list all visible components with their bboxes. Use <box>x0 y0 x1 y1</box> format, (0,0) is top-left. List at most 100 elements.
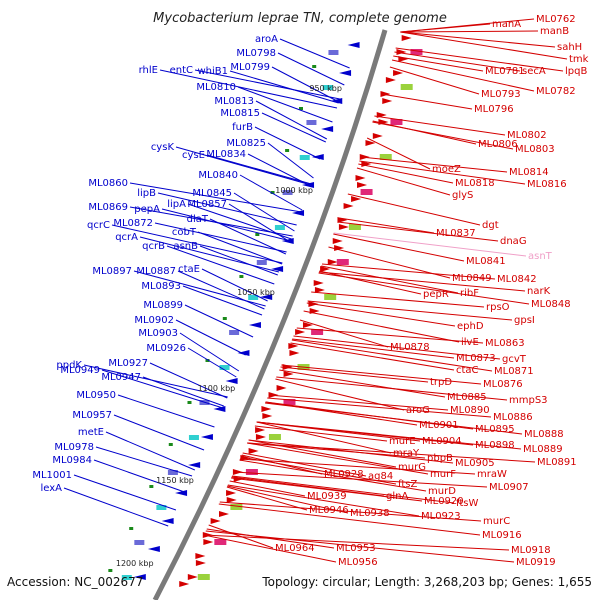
leader-line <box>400 30 539 33</box>
gene-label-left: ML1001 <box>32 470 72 481</box>
gc-mark <box>270 191 275 194</box>
leader-lines <box>63 18 568 563</box>
forward-feature-arrow <box>195 560 206 566</box>
gene-label-left: cobT <box>172 227 197 238</box>
leader-line <box>360 156 508 173</box>
leader-line <box>328 246 451 279</box>
scale-tick-label: 1100 kbp <box>198 384 236 393</box>
leader-line <box>356 167 451 196</box>
leader-line <box>233 192 295 232</box>
reverse-feature-arrow <box>237 350 250 356</box>
gc-mark <box>108 569 113 572</box>
leader-line <box>319 270 422 295</box>
gene-label-right: ML0964 <box>275 543 315 554</box>
forward-feature-arrow <box>179 581 190 587</box>
gc-mark <box>205 359 210 362</box>
gene-label-right: ML0816 <box>527 179 567 190</box>
gene-label-left: qcrA <box>115 232 138 243</box>
forward-feature-arrow <box>195 553 206 559</box>
gene-label-right: pbpB <box>427 453 453 464</box>
hit-box <box>328 50 339 55</box>
gene-label-right: murE <box>389 436 416 447</box>
gene-label-right: ML0939 <box>307 491 347 502</box>
reverse-feature-arrow <box>281 238 294 244</box>
leader-line <box>231 475 455 504</box>
leader-line <box>247 153 311 187</box>
leader-line <box>117 394 215 428</box>
leader-line <box>333 232 527 257</box>
gene-label-right: lpqB <box>565 66 587 77</box>
gc-mark <box>285 149 290 152</box>
leader-line <box>218 503 481 536</box>
gene-label-right: ML0885 <box>447 392 487 403</box>
leader-line <box>400 31 556 48</box>
forward-feature-arrow <box>288 343 299 349</box>
scale-tick-label: 950 kbp <box>309 84 342 93</box>
leader-line <box>389 66 480 95</box>
reverse-feature-arrow <box>147 546 160 552</box>
accession-label: Accession: NC_002677 <box>7 575 143 589</box>
reverse-feature-arrow <box>248 322 261 328</box>
gene-label-left: asnB <box>173 241 198 252</box>
gene-label-left: ML0957 <box>72 410 112 421</box>
gene-label-right: ML0919 <box>516 557 556 568</box>
forward-feature-arrow <box>351 196 362 202</box>
leader-line <box>129 182 302 213</box>
gene-label-left: ML0825 <box>226 138 266 149</box>
gene-label-right: ML0849 <box>452 273 492 284</box>
forward-feature-arrow <box>302 322 313 328</box>
hit-box <box>248 295 259 300</box>
leader-line <box>318 271 526 292</box>
hit-box <box>167 470 178 475</box>
forward-feature-arrow <box>255 427 266 433</box>
scale-ticks: 950 kbp 1000 kbp 1050 kbp 1100 kbp 1150 kbp 1… <box>116 84 342 568</box>
leader-line <box>400 23 491 33</box>
gene-label-left: ML0860 <box>88 178 128 189</box>
reverse-feature-arrow <box>321 126 334 132</box>
forward-feature-arrow <box>261 406 272 412</box>
gene-label-left: ML0950 <box>76 390 116 401</box>
forward-feature-arrow <box>210 518 221 524</box>
gene-label-right: ML0928 <box>324 469 364 480</box>
forward-feature-arrow <box>365 140 376 146</box>
leader-line <box>184 304 254 338</box>
scale-tick-label: 1050 kbp <box>237 288 275 297</box>
gene-label-right: murG <box>398 462 426 473</box>
leader-line <box>101 369 224 409</box>
leader-line <box>311 291 485 308</box>
forward-feature-arrow <box>372 133 383 139</box>
reverse-feature-arrow <box>339 70 352 76</box>
gene-label-left: lipB <box>137 188 156 199</box>
leader-line <box>333 233 465 262</box>
gene-label-left: cysE <box>182 150 205 161</box>
gene-label-left: ML0902 <box>134 315 174 326</box>
gc-mark <box>187 401 192 404</box>
gene-label-right: dgt <box>482 220 499 231</box>
gene-label-right: ML0762 <box>536 14 576 25</box>
gene-label-right: mmpS3 <box>509 395 548 406</box>
reverse-feature-arrow <box>133 574 146 580</box>
leader-line <box>208 524 274 549</box>
gene-label-right: trpD <box>430 377 452 388</box>
leader-line <box>231 476 385 497</box>
gene-label-right: gpsI <box>514 315 535 326</box>
leader-line <box>159 69 338 109</box>
reverse-feature-arrow <box>311 154 324 160</box>
gene-label-left: lexA <box>40 483 62 494</box>
hit-box <box>121 575 132 580</box>
forward-feature-arrow <box>276 385 287 391</box>
gene-label-right: ML0876 <box>483 379 523 390</box>
leader-line <box>239 459 427 492</box>
gene-label-left: ML0887 <box>136 266 176 277</box>
gene-label-left: ppdK <box>56 360 82 371</box>
leader-line <box>83 364 228 398</box>
gene-label-left: metE <box>78 427 104 438</box>
gene-label-right: aroG <box>406 405 430 416</box>
leader-line <box>256 421 522 450</box>
gene-label-right: ilvE <box>461 337 479 348</box>
topology-label: Topology: circular; Length: 3,268,203 bp… <box>261 575 592 589</box>
gene-label-right: ML0890 <box>450 405 490 416</box>
gene-label-right: ML0871 <box>494 366 534 377</box>
gene-label-left: ML0815 <box>220 108 260 119</box>
